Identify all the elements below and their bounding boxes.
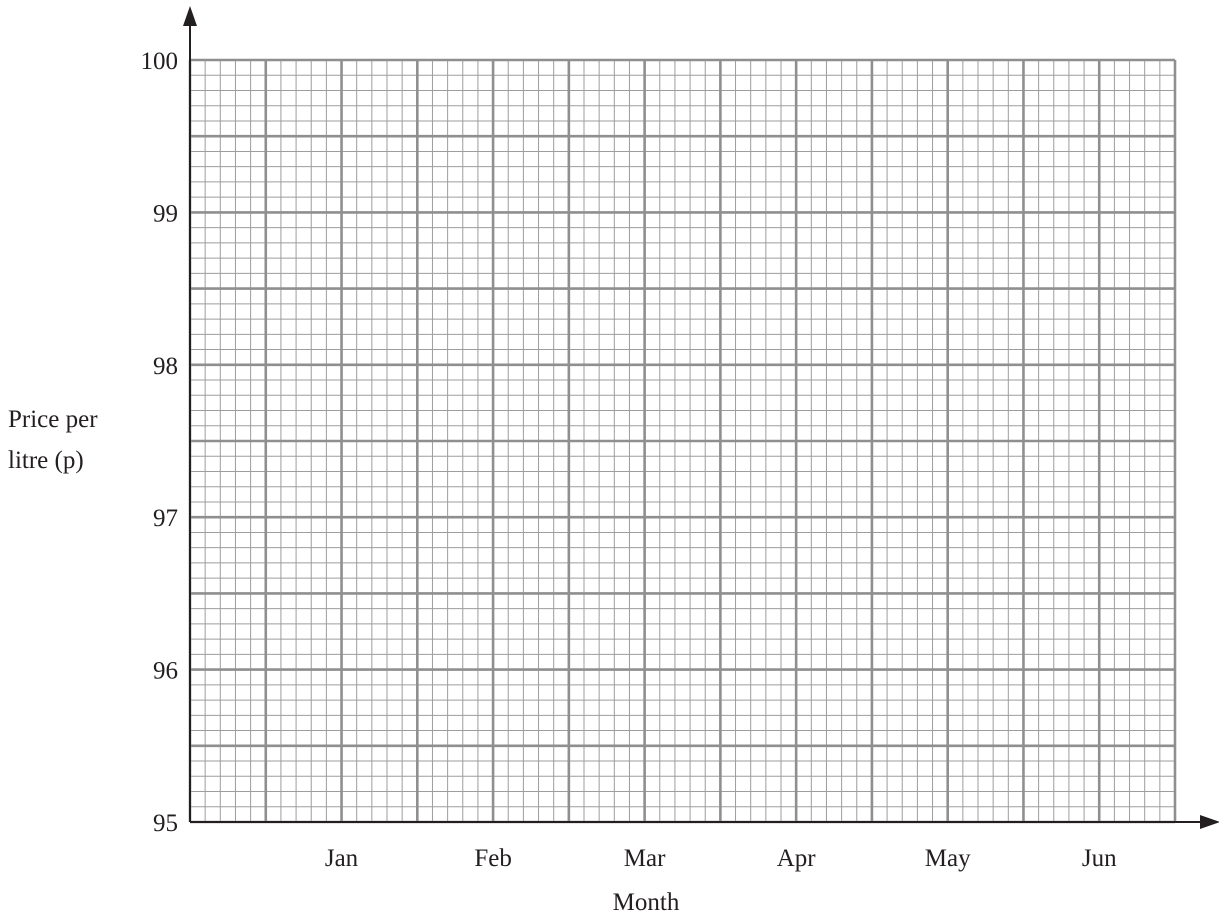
y-axis-label-line-1: Price per <box>8 406 98 433</box>
y-tick-label: 98 <box>153 353 178 380</box>
y-axis-arrow-icon <box>183 6 197 26</box>
y-tick-label: 99 <box>153 200 178 227</box>
y-axis-label-line-2: litre (p) <box>8 447 84 474</box>
y-tick-label: 95 <box>153 810 178 837</box>
axes <box>183 6 1219 829</box>
x-tick-label: Apr <box>777 845 817 872</box>
x-tick-labels: Jan Feb Mar Apr May Jun <box>325 845 1117 872</box>
y-tick-label: 100 <box>141 48 179 75</box>
y-tick-labels: 95 96 97 98 99 100 <box>141 48 179 837</box>
x-tick-label: May <box>925 845 971 872</box>
x-axis-label: Month <box>613 889 680 916</box>
graph-paper-grid <box>188 58 1177 824</box>
x-axis-arrow-icon <box>1200 815 1219 829</box>
x-tick-label: Feb <box>474 845 512 872</box>
x-tick-label: Jun <box>1082 845 1117 872</box>
y-tick-label: 96 <box>153 658 178 685</box>
x-tick-label: Mar <box>624 845 666 872</box>
y-tick-label: 97 <box>153 505 178 532</box>
x-tick-label: Jan <box>325 845 359 872</box>
